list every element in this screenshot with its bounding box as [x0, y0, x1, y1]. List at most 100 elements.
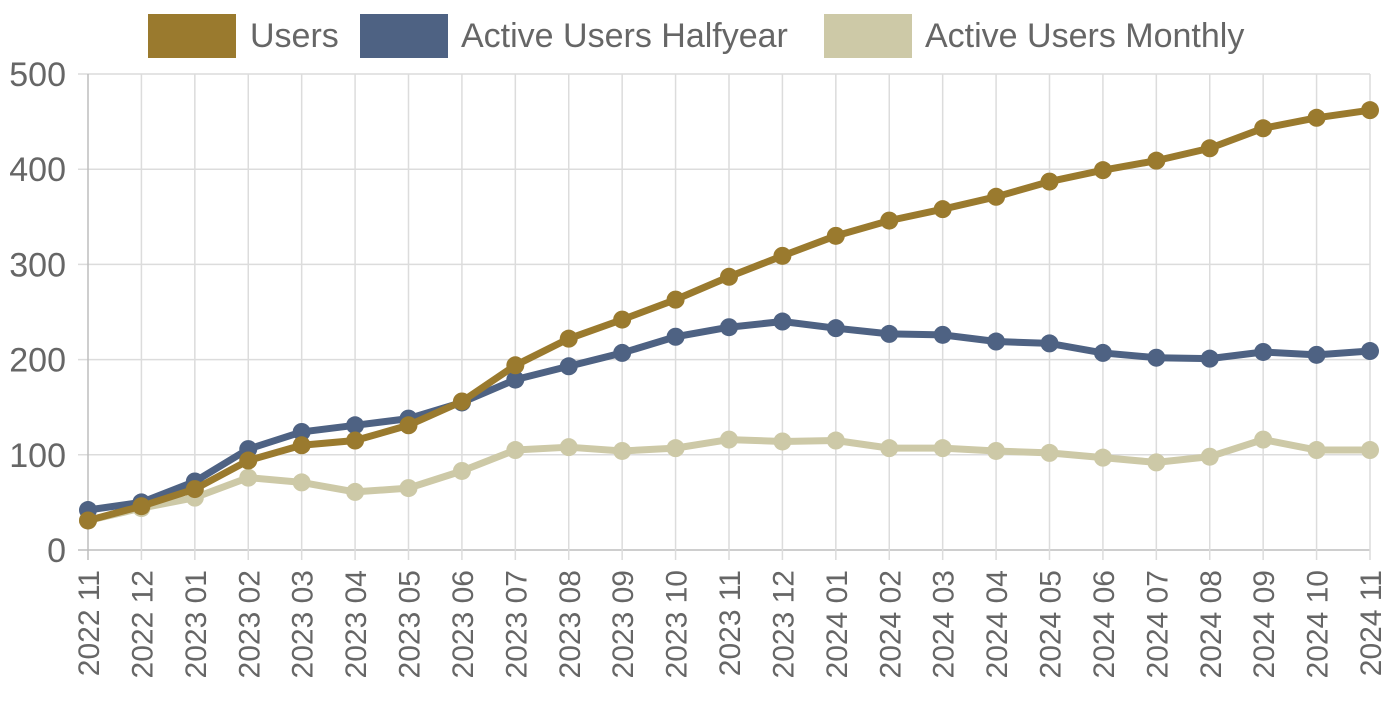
- data-point[interactable]: [773, 246, 792, 265]
- data-point[interactable]: [399, 479, 418, 498]
- x-tick-label: 2024 05: [1035, 570, 1068, 678]
- x-tick-label: 2023 08: [554, 570, 587, 678]
- legend-swatch: [824, 14, 912, 58]
- x-tick-label: 2023 11: [714, 570, 747, 676]
- data-point[interactable]: [79, 511, 97, 530]
- data-point[interactable]: [666, 439, 685, 458]
- data-point[interactable]: [292, 436, 311, 455]
- data-point[interactable]: [1147, 151, 1166, 170]
- x-tick-label: 2024 03: [928, 570, 961, 678]
- x-tick-label: 2024 09: [1248, 570, 1281, 678]
- data-point[interactable]: [933, 200, 952, 219]
- data-point[interactable]: [239, 468, 258, 487]
- data-point[interactable]: [1147, 453, 1166, 472]
- data-point[interactable]: [1361, 101, 1379, 120]
- data-point[interactable]: [1307, 108, 1326, 127]
- data-point[interactable]: [826, 226, 845, 245]
- data-point[interactable]: [720, 430, 738, 449]
- data-point[interactable]: [346, 431, 365, 450]
- data-point[interactable]: [1361, 342, 1379, 361]
- data-point[interactable]: [1254, 119, 1273, 138]
- data-point[interactable]: [559, 329, 578, 348]
- data-point[interactable]: [826, 319, 845, 338]
- legend-label: Active Users Halfyear: [461, 17, 788, 55]
- legend-swatch: [148, 14, 236, 58]
- data-point[interactable]: [720, 318, 738, 337]
- data-point[interactable]: [506, 441, 525, 460]
- x-tick-label: 2024 04: [981, 570, 1014, 678]
- y-axis: 0 100 200 300 400 500: [9, 56, 66, 570]
- grid: [78, 73, 1371, 560]
- series-users: [79, 101, 1379, 530]
- data-point[interactable]: [1040, 172, 1059, 191]
- data-point[interactable]: [506, 356, 525, 375]
- data-point[interactable]: [613, 310, 632, 329]
- data-point[interactable]: [1200, 447, 1219, 466]
- data-point[interactable]: [559, 438, 578, 457]
- x-tick-label: 2023 04: [340, 570, 373, 678]
- data-point[interactable]: [1040, 443, 1059, 462]
- legend-item[interactable]: Users: [148, 14, 339, 58]
- data-point[interactable]: [1040, 334, 1059, 353]
- data-point[interactable]: [1254, 430, 1273, 449]
- data-point[interactable]: [399, 416, 418, 435]
- legend-label: Active Users Monthly: [925, 17, 1244, 55]
- data-point[interactable]: [613, 441, 632, 460]
- data-point[interactable]: [1200, 349, 1219, 368]
- data-point[interactable]: [987, 441, 1006, 460]
- data-point[interactable]: [880, 211, 899, 230]
- data-point[interactable]: [987, 187, 1006, 206]
- data-point[interactable]: [292, 473, 311, 492]
- data-point[interactable]: [666, 327, 685, 346]
- data-point[interactable]: [239, 451, 258, 470]
- data-point[interactable]: [1093, 448, 1112, 467]
- data-point[interactable]: [720, 267, 738, 286]
- x-tick-label: 2023 12: [767, 570, 800, 678]
- x-tick-label: 2024 07: [1141, 570, 1174, 678]
- data-point[interactable]: [185, 480, 204, 499]
- y-tick-label: 200: [9, 342, 66, 380]
- data-point[interactable]: [1093, 343, 1112, 362]
- data-point[interactable]: [880, 439, 899, 458]
- data-point[interactable]: [880, 324, 899, 343]
- data-point[interactable]: [1147, 348, 1166, 367]
- data-point[interactable]: [773, 312, 792, 331]
- data-point[interactable]: [1307, 345, 1326, 364]
- data-point[interactable]: [933, 325, 952, 344]
- x-tick-label: 2024 11: [1355, 570, 1388, 676]
- data-point[interactable]: [1307, 441, 1326, 460]
- data-point[interactable]: [1361, 441, 1379, 460]
- legend-swatch: [360, 14, 448, 58]
- data-point[interactable]: [1200, 139, 1219, 158]
- y-tick-label: 300: [9, 246, 66, 284]
- x-tick-label: 2023 09: [607, 570, 640, 678]
- data-point[interactable]: [346, 482, 365, 501]
- legend-label: Users: [250, 17, 339, 55]
- data-point[interactable]: [1093, 161, 1112, 180]
- data-point[interactable]: [987, 332, 1006, 351]
- y-tick-label: 100: [9, 437, 66, 475]
- data-point[interactable]: [826, 431, 845, 450]
- x-tick-label: 2024 01: [821, 570, 854, 678]
- data-point[interactable]: [452, 392, 471, 411]
- data-point[interactable]: [773, 432, 792, 451]
- data-point[interactable]: [666, 290, 685, 309]
- data-point[interactable]: [1254, 342, 1273, 361]
- data-point[interactable]: [346, 416, 365, 435]
- data-point[interactable]: [292, 422, 311, 441]
- x-tick-label: 2023 02: [233, 570, 266, 678]
- data-point[interactable]: [613, 343, 632, 362]
- data-point[interactable]: [506, 370, 525, 389]
- x-tick-label: 2023 05: [394, 570, 427, 678]
- x-tick-label: 2023 06: [447, 570, 480, 678]
- legend-item[interactable]: Active Users Monthly: [824, 14, 1244, 58]
- x-tick-label: 2024 06: [1088, 570, 1121, 678]
- data-point[interactable]: [452, 461, 471, 480]
- x-tick-label: 2023 03: [287, 570, 320, 678]
- legend-item[interactable]: Active Users Halfyear: [360, 14, 788, 58]
- x-tick-label: 2023 07: [500, 570, 533, 678]
- data-point[interactable]: [132, 497, 151, 516]
- data-point[interactable]: [933, 439, 952, 458]
- x-axis: 2022 11 2022 12 2023 01 2023 02 2023 03 2023 …: [73, 570, 1388, 678]
- data-point[interactable]: [559, 357, 578, 376]
